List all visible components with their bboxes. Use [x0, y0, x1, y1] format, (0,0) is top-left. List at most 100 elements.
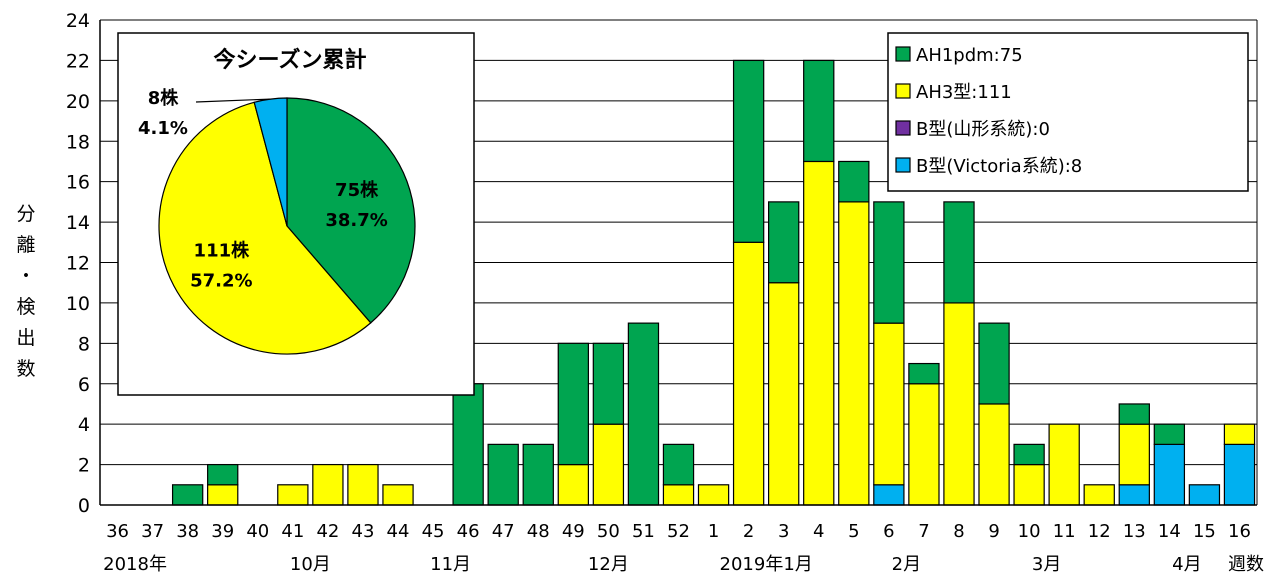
x-tick-label: 5 [848, 521, 859, 542]
bar-segment [347, 463, 379, 506]
pie-slice [158, 101, 372, 355]
bar-segment [1153, 443, 1186, 506]
month-labels: 2018年 10月 11月 12月 2019年1月 2月 3月 4月 [103, 554, 1201, 575]
bar-segment [1188, 484, 1221, 506]
x-tick-label: 42 [316, 521, 339, 542]
bar-segment [908, 362, 940, 385]
bar-segment [1048, 423, 1080, 506]
bar-segment [1153, 423, 1186, 445]
y-tick-label: 14 [66, 212, 90, 234]
bar-segment [277, 484, 309, 506]
y-tick-label: 10 [66, 293, 90, 315]
legend: AH1pdm:75 AH3型:111 B型(山形系統):0 B型(Victoria系統… [887, 32, 1249, 192]
bar-segment [662, 484, 695, 506]
y-axis-label: 分離・検出数 [16, 203, 35, 380]
bar-segment [873, 322, 905, 486]
x-tick-label: 15 [1193, 521, 1216, 542]
bar-segment [627, 322, 660, 506]
bar-segment [1118, 484, 1150, 506]
y-label-char: 検 [16, 296, 35, 318]
x-tick-label: 44 [387, 521, 410, 542]
x-tick-label: 8 [953, 521, 964, 542]
x-tick-label: 50 [597, 521, 620, 542]
bar-segment [592, 423, 625, 506]
bar-segment [1013, 463, 1045, 506]
month-label: 2月 [892, 554, 921, 575]
legend-label: AH3型:111 [916, 82, 1012, 103]
pie-leader-line [195, 98, 271, 103]
y-tick-label: 12 [66, 253, 90, 275]
bar-segment [452, 383, 484, 506]
y-label-char: 数 [16, 358, 35, 380]
x-tick-label: 41 [281, 521, 304, 542]
legend-swatch [895, 46, 911, 62]
bar-segment [943, 302, 975, 506]
x-tick-label: 2 [743, 521, 754, 542]
pie-count-label: 8株 [148, 87, 180, 109]
bar-segment [978, 403, 1010, 506]
bar-segment [1083, 484, 1115, 506]
bar-segment [207, 484, 239, 506]
x-tick-label: 13 [1123, 521, 1146, 542]
x-tick-label: 7 [918, 521, 929, 542]
x-axis-label: 週数 [1228, 554, 1264, 575]
x-tick-label: 16 [1228, 521, 1251, 542]
pie-count-label: 75株 [335, 179, 379, 201]
bar-segment [557, 463, 589, 506]
x-tick-label: 1 [708, 521, 719, 542]
bar-segment [207, 463, 239, 486]
y-tick-label: 16 [66, 172, 90, 194]
y-tick-label: 0 [78, 495, 90, 517]
pie-inset: 今シーズン累計 75株 38.7% 111株 57.2% 8株 4.1% [117, 32, 475, 396]
pie-percent-label: 4.1% [138, 118, 188, 139]
bar-segment [1118, 403, 1150, 425]
month-label: 2019年1月 [720, 554, 813, 575]
x-tick-label: 51 [632, 521, 655, 542]
x-tick-label: 4 [813, 521, 824, 542]
x-tick-label: 43 [352, 521, 375, 542]
bar-segment [978, 322, 1010, 405]
y-tick-label: 18 [66, 131, 90, 153]
pie-title: 今シーズン累計 [214, 47, 367, 73]
x-tick-label: 46 [457, 521, 480, 542]
legend-label: AH1pdm:75 [916, 45, 1023, 66]
bar-segment [592, 342, 625, 425]
bar-segment [838, 160, 870, 203]
bar-segment [522, 443, 554, 506]
x-tick-label: 45 [422, 521, 445, 542]
x-tick-label: 9 [988, 521, 999, 542]
bar-segment [873, 201, 905, 324]
legend-label: B型(Victoria系統):8 [916, 156, 1082, 177]
bar-segment [732, 59, 765, 243]
legend-swatch [895, 120, 911, 136]
x-tick-label: 49 [562, 521, 585, 542]
x-tick-label: 14 [1158, 521, 1181, 542]
bar-segment [662, 443, 695, 486]
y-tick-label: 6 [78, 374, 90, 396]
month-label: 4月 [1172, 554, 1201, 575]
month-label: 3月 [1032, 554, 1061, 575]
x-tick-label: 37 [141, 521, 164, 542]
x-tick-label: 39 [211, 521, 234, 542]
x-tick-label: 11 [1053, 521, 1076, 542]
x-tick-label: 36 [106, 521, 129, 542]
month-label: 10月 [290, 554, 331, 575]
pie-count-label: 111株 [194, 240, 251, 262]
pie-slice [286, 97, 416, 324]
x-tick-label: 40 [246, 521, 269, 542]
pie-percent-label: 57.2% [190, 271, 252, 292]
bar-segment [1223, 423, 1256, 445]
month-label: 12月 [588, 554, 629, 575]
bar-segment [171, 484, 204, 506]
bar-segment [312, 463, 344, 506]
axes [99, 20, 1258, 506]
bars [171, 59, 1256, 506]
bar-segment [838, 201, 870, 506]
y-tick-label: 4 [78, 414, 90, 436]
legend-frame [887, 32, 1249, 192]
month-label: 11月 [430, 554, 471, 575]
x-tick-label: 12 [1088, 521, 1111, 542]
y-label-char: 出 [16, 327, 35, 349]
